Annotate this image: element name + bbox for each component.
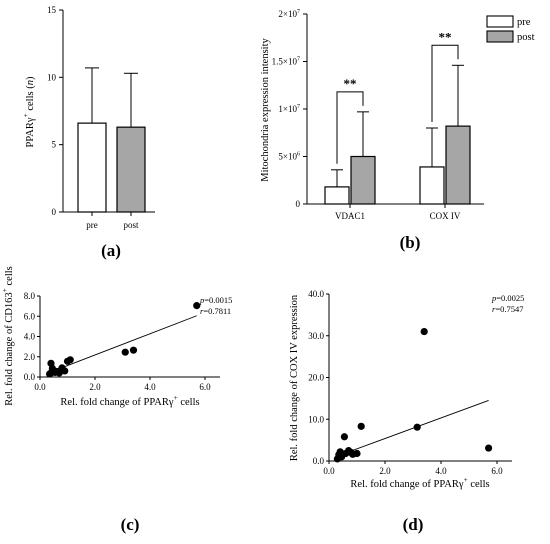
panel-b-legend-label: post xyxy=(517,32,535,43)
panel-c-data-point xyxy=(66,356,74,364)
panel-d-data-point xyxy=(340,433,348,441)
panel-b-y-axis-label: Mitochondria expression intensity xyxy=(260,38,271,182)
panel-c-data-point xyxy=(121,348,129,356)
panel-d-x-tick-label: 6.0 xyxy=(491,466,503,476)
panel-a-bar-pre xyxy=(77,122,107,213)
panel-d-x-axis-label: Rel. fold change of PPARγ+ cells xyxy=(350,475,489,490)
panel-c-y-axis-label: Rel. fold change of CD163+ cells xyxy=(0,266,15,406)
panel-b-y-tick-label: 5×106 xyxy=(278,152,300,162)
panel-b-y-tick-label: 1×107 xyxy=(278,104,300,114)
panel-a-x-tick-label: pre xyxy=(86,220,98,230)
panel-a-x-tick-label: post xyxy=(123,220,139,230)
panel-c-label: (c) xyxy=(121,515,140,534)
panel-d-y-tick-label: 10.0 xyxy=(308,414,324,424)
panel-d-y-tick-label: 40.0 xyxy=(308,289,324,299)
panel-c-regression-line xyxy=(49,315,197,373)
panel-c-y-tick-label: 0.0 xyxy=(24,372,36,382)
panel-b-x-tick-label: COX IV xyxy=(430,211,461,221)
panel-b-significance-mark: ** xyxy=(344,76,357,91)
panel-c-p-value: p=0.0015 xyxy=(199,295,232,305)
panel-c-y-tick-label: 4.0 xyxy=(24,332,36,342)
panel-b-label: (b) xyxy=(400,233,421,252)
panel-b-legend-swatch-pre xyxy=(486,15,514,28)
panel-a-label: (a) xyxy=(101,241,121,260)
panel-d-data-point xyxy=(353,449,361,458)
panel-c-r-value: r=0.7811 xyxy=(200,306,231,316)
panel-d-data-point xyxy=(357,422,365,430)
panel-c-x-axis-label: Rel. fold change of PPARγ+ cells xyxy=(60,393,199,408)
panel-c-data-point xyxy=(193,302,201,310)
panel-b-significance-mark: ** xyxy=(439,29,452,44)
panel-b-bar-pre xyxy=(324,186,350,205)
panel-c: 0.0 2.0 4.0 6.0 8.0 0.0 2.0 4.0 6.0 Rel. fold c… xyxy=(0,266,232,534)
panel-d-y-tick-label: 0.0 xyxy=(313,456,325,466)
panel-d-p-value: p=0.0025 xyxy=(491,293,524,303)
panel-a-bar-post xyxy=(116,126,146,213)
panel-d-r-value: r=0.7547 xyxy=(492,304,523,314)
panel-c-x-tick-label: 4.0 xyxy=(144,382,156,392)
panel-d-x-tick-label: 4.0 xyxy=(435,466,447,476)
panel-b-bar-pre xyxy=(419,166,445,205)
panel-a-y-axis-label: PPARγ+ cells (n) xyxy=(21,76,36,147)
panel-a: 0 5 10 15 pre post PPARγ+ cells (n) (a) xyxy=(21,5,155,260)
panel-c-x-tick-label: 0.0 xyxy=(34,382,46,392)
panel-b-y-tick-label: 2×107 xyxy=(278,9,300,19)
panel-b-bar-post xyxy=(445,125,471,205)
panel-d-data-point xyxy=(413,423,421,431)
panel-b-significance-bracket xyxy=(336,91,364,164)
panel-c-data-point xyxy=(129,346,138,354)
panel-d-y-axis-label: Rel. fold change of COX IV expression xyxy=(289,294,300,461)
panel-d-x-tick-label: 0.0 xyxy=(323,466,335,476)
panel-d-label: (d) xyxy=(403,515,424,534)
panel-a-y-tick-label: 15 xyxy=(47,5,57,15)
panel-b-legend-label: pre xyxy=(517,17,531,28)
panel-d-x-tick-label: 2.0 xyxy=(379,466,391,476)
panel-c-y-tick-label: 2.0 xyxy=(24,352,36,362)
panel-c-y-tick-label: 6.0 xyxy=(24,311,36,321)
panel-b-legend-swatch-post xyxy=(486,30,514,43)
panel-a-y-tick-label: 5 xyxy=(52,140,57,150)
panel-b: 0 5×106 1×107 1.5×107 2×107 VDAC1 COX IV ** **… xyxy=(260,9,535,252)
panel-d-y-tick-label: 20.0 xyxy=(308,373,324,383)
panel-a-y-tick-label: 10 xyxy=(47,72,57,82)
panel-d-y-tick-label: 30.0 xyxy=(308,331,324,341)
panel-c-x-tick-label: 2.0 xyxy=(89,382,101,392)
panel-c-data-point xyxy=(61,367,69,375)
panel-b-y-tick-label: 1.5×107 xyxy=(272,57,300,67)
panel-a-y-tick-label: 0 xyxy=(52,207,57,217)
panel-b-significance-bracket xyxy=(431,44,459,122)
panel-b-x-tick-label: VDAC1 xyxy=(335,211,365,221)
panel-d-data-point xyxy=(485,444,493,452)
panel-c-x-tick-label: 6.0 xyxy=(199,382,211,392)
panel-d-regression-line xyxy=(337,400,489,457)
panel-d: 0.0 10.0 20.0 30.0 40.0 0.0 2.0 4.0 6.0 Rel. fo… xyxy=(289,289,524,534)
panel-c-y-tick-label: 8.0 xyxy=(24,291,36,301)
panel-b-y-tick-label: 0 xyxy=(296,199,301,209)
panel-b-bar-post xyxy=(350,155,376,205)
panel-d-data-point xyxy=(420,327,428,336)
